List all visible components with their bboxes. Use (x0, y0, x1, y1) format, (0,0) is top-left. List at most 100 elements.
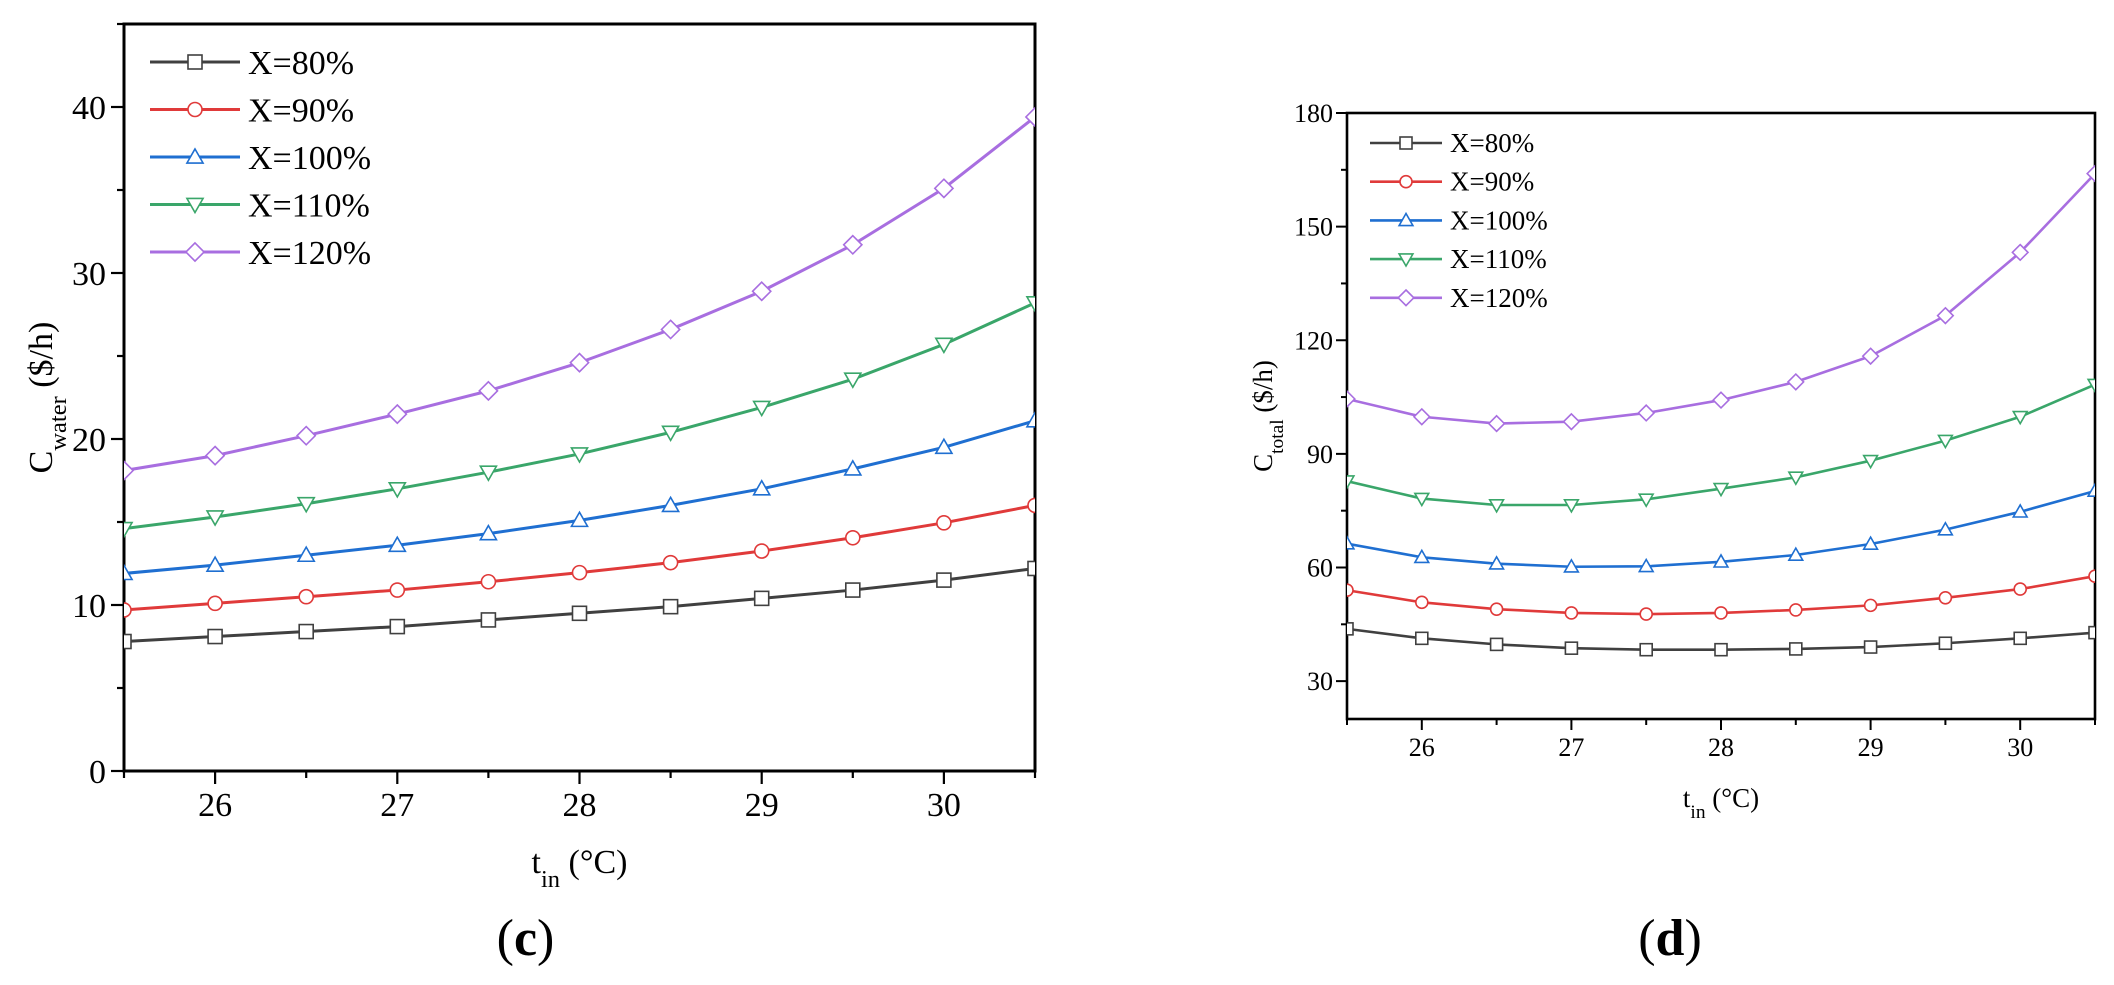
y-tick-label: 20 (72, 422, 106, 459)
legend-label: X=100% (1450, 205, 1548, 235)
data-point (1938, 636, 1953, 651)
data-point (207, 628, 223, 645)
data-point (2011, 243, 2030, 262)
data-point (1487, 414, 1506, 433)
data-point (1862, 454, 1879, 470)
y-tick-label: 30 (1307, 667, 1333, 696)
data-point (660, 319, 681, 340)
y-tick-label: 0 (89, 754, 106, 791)
plot-area (1347, 164, 2095, 657)
data-point (1024, 106, 1035, 128)
data-point (1861, 347, 1880, 366)
data-point (661, 495, 681, 513)
data-point (570, 447, 589, 464)
data-point (124, 521, 134, 539)
data-point (570, 510, 589, 528)
y-tick-label: 10 (72, 588, 106, 625)
data-point (1712, 482, 1730, 498)
data-point (1489, 602, 1504, 616)
data-point (1786, 372, 1805, 391)
data-point (1637, 557, 1655, 573)
legend-marker (1399, 174, 1413, 189)
y-tick-label: 150 (1294, 213, 1333, 242)
data-point (1937, 521, 1954, 536)
data-point (1489, 637, 1504, 652)
data-point (2013, 631, 2027, 646)
data-point (662, 598, 679, 615)
data-point (2088, 625, 2095, 640)
data-point (1714, 606, 1728, 620)
data-point (204, 445, 226, 466)
y-tick-label: 120 (1294, 326, 1333, 355)
data-point (1027, 497, 1035, 514)
data-point (1412, 407, 1431, 426)
series-line-X=110% (124, 301, 1035, 531)
x-tick-label: 28 (1708, 733, 1734, 762)
data-point (1937, 434, 1954, 450)
legend-marker (187, 54, 203, 70)
data-point (753, 543, 770, 559)
data-point (1347, 535, 1356, 550)
y-tick-label: 180 (1294, 99, 1333, 128)
data-point (569, 352, 590, 373)
data-point (843, 372, 863, 389)
data-point (387, 481, 407, 499)
data-point (1639, 642, 1653, 657)
x-tick-label: 29 (1858, 733, 1884, 762)
x-tick-label: 28 (563, 787, 597, 824)
data-point (1714, 642, 1728, 657)
data-point (1347, 583, 1354, 598)
data-point (1413, 492, 1431, 508)
legend-label: X=110% (248, 188, 370, 225)
data-point (298, 623, 315, 640)
legend-label: X=80% (248, 45, 354, 82)
data-point (1712, 553, 1730, 568)
data-point (1863, 640, 1878, 654)
panel-label: (c) (497, 910, 555, 967)
data-point (843, 459, 863, 476)
legend-marker (1397, 211, 1415, 227)
data-point (2086, 378, 2095, 394)
data-point (1862, 535, 1879, 550)
data-point (936, 515, 952, 531)
data-point (296, 545, 316, 563)
series-line-X=100% (124, 419, 1035, 575)
data-point (1639, 607, 1653, 621)
data-point (1413, 548, 1431, 564)
data-point (1488, 499, 1505, 514)
data-point (124, 563, 134, 581)
x-tick-label: 26 (198, 787, 232, 824)
data-point (1637, 493, 1655, 508)
data-point (1347, 390, 1356, 408)
data-point (1415, 595, 1429, 610)
x-tick-label: 30 (927, 787, 961, 824)
data-point (1936, 306, 1955, 325)
data-point (752, 400, 772, 418)
data-point (480, 612, 497, 628)
data-point (1563, 499, 1580, 514)
data-point (389, 582, 406, 598)
data-point (124, 633, 132, 650)
data-point (934, 337, 954, 355)
data-point (478, 523, 498, 541)
legend-label: X=120% (248, 235, 371, 272)
data-point (478, 465, 498, 482)
legend-label: X=120% (1450, 283, 1548, 313)
data-point (387, 403, 408, 425)
data-point (1347, 622, 1354, 636)
legend-label: X=80% (1450, 128, 1534, 158)
legend-marker (185, 147, 205, 164)
y-axis-label: Ctotal ($/h) (1248, 360, 1288, 472)
data-point (1415, 631, 1429, 646)
data-point (1025, 411, 1035, 428)
data-point (1563, 558, 1580, 573)
data-point (661, 425, 681, 443)
data-point (205, 555, 225, 572)
data-point (842, 234, 864, 256)
data-point (933, 178, 955, 199)
data-point (478, 380, 499, 402)
data-point (2013, 582, 2027, 596)
data-point (662, 554, 679, 571)
data-point (298, 588, 315, 605)
